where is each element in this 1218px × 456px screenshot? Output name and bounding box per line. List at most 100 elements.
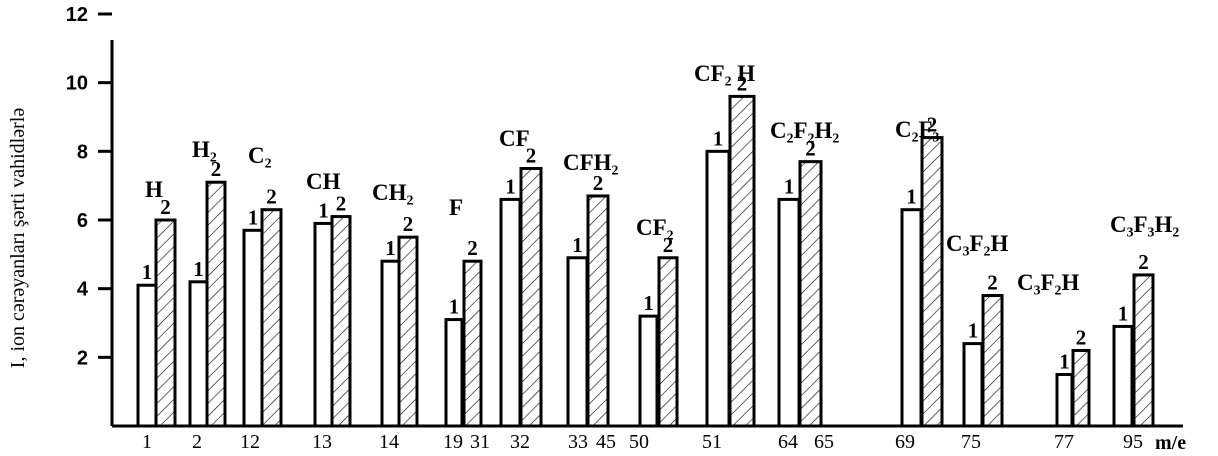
bar-series-1 — [313, 221, 334, 428]
bar-series-label: 2 — [336, 192, 347, 216]
species-label: CH₂ — [372, 180, 414, 205]
bar-series-label: 1 — [318, 198, 329, 222]
bar-series-label: 1 — [142, 260, 153, 284]
x-tick-label: 69 — [895, 431, 915, 453]
bar-series-label: 2 — [160, 195, 171, 219]
y-tick-label: 12 — [66, 4, 88, 26]
species-label: C₃F₃H₂ — [1110, 212, 1179, 237]
bar-series-label: 1 — [449, 295, 460, 319]
bar-series-1 — [380, 259, 401, 428]
bar-series-label: 2 — [403, 212, 414, 236]
x-tick-label: 75 — [961, 431, 981, 453]
y-tick-label: 6 — [77, 210, 88, 232]
bar-series-label: 2 — [927, 113, 938, 137]
bar-series-label: 1 — [643, 291, 654, 315]
x-tick-label: 19 — [443, 431, 463, 453]
bar-series-1 — [188, 280, 209, 428]
bar-series-1 — [1112, 324, 1134, 428]
bar-series-label: 1 — [713, 126, 724, 150]
species-label: C₂F₃ — [895, 117, 940, 142]
bar-series-2 — [205, 180, 227, 428]
bar-series-2 — [981, 294, 1004, 428]
x-tick-label: 13 — [312, 431, 332, 453]
x-axis-label: m/e — [1155, 432, 1186, 454]
bar-series-label: 1 — [505, 174, 516, 198]
bar-series-2 — [798, 160, 823, 428]
bar-series-2 — [728, 94, 756, 428]
bar-series-label: 2 — [1076, 325, 1087, 349]
y-axis-label: I, ion cərəyanları şərti vahidlərlə — [7, 108, 29, 369]
species-label: H — [145, 177, 163, 202]
bar-series-label: 2 — [1138, 250, 1149, 274]
bar-series-label: 1 — [385, 236, 396, 260]
bar-series-label: 1 — [1118, 301, 1129, 325]
species-label: C₃F₂H — [1017, 270, 1079, 295]
species-label: CF — [499, 126, 530, 151]
bar-series-label: 1 — [784, 174, 795, 198]
x-tick-label: 33 — [568, 431, 588, 453]
x-tick-label: 65 — [814, 431, 834, 453]
bar-series-label: 2 — [737, 71, 748, 95]
bar-series-label: 2 — [805, 137, 816, 161]
y-tick-label: 10 — [66, 73, 88, 95]
x-tick-label: 45 — [596, 431, 616, 453]
bar-series-2 — [920, 136, 944, 428]
bar-series-label: 2 — [663, 233, 674, 257]
x-tick-labels: 1 2 12 13 14 19 31 32 33 45 50 51 64 65 69 75 77 95 — [142, 431, 1143, 453]
bar-series-2 — [1071, 348, 1091, 428]
bar-series-2 — [657, 256, 679, 428]
x-tick-label: 31 — [470, 431, 490, 453]
species-label: H₂ — [192, 137, 217, 162]
y-ticks: 2 4 6 8 10 12 — [66, 4, 112, 369]
bar-series-label: 1 — [1059, 350, 1070, 374]
y-tick-label: 4 — [77, 279, 89, 301]
bar-series-2 — [260, 208, 283, 428]
y-tick-label: 2 — [77, 347, 88, 369]
bar-series-label: 1 — [572, 233, 583, 257]
bar-series-2 — [154, 218, 177, 428]
bar-series-2 — [330, 215, 352, 428]
bar-series-label: 1 — [248, 205, 259, 229]
bar-series-1 — [242, 228, 264, 428]
species-label: CH — [306, 169, 341, 194]
x-tick-label: 1 — [142, 431, 152, 453]
species-label: C₃F₂H — [946, 231, 1008, 256]
species-label: CFH₂ — [563, 150, 619, 175]
bar-series-1 — [705, 149, 731, 428]
x-tick-label: 12 — [240, 431, 260, 453]
species-label: C₂F₂H₂ — [770, 118, 839, 143]
bar-series-label: 2 — [266, 185, 277, 209]
x-tick-label: 14 — [379, 431, 399, 453]
y-tick-label: 8 — [77, 141, 88, 163]
bar-series-label: 1 — [968, 319, 979, 343]
bar-series-label: 2 — [987, 271, 998, 295]
bar-series-1 — [444, 318, 464, 428]
bar-series-label: 2 — [526, 144, 537, 168]
x-tick-label: 32 — [510, 431, 530, 453]
species-label: CF₂ — [636, 215, 674, 240]
species-label: F — [449, 195, 463, 220]
bar-series-1 — [1055, 373, 1074, 428]
bar-series-2 — [397, 235, 419, 428]
bar-series-2 — [1132, 273, 1155, 428]
bar-series-2 — [462, 259, 483, 428]
bar-series-1 — [136, 283, 158, 428]
x-tick-label: 64 — [778, 431, 798, 453]
x-tick-label: 2 — [192, 431, 202, 453]
bar-series-label: 1 — [193, 257, 204, 281]
bar-series-1 — [900, 208, 923, 428]
bar-series-1 — [777, 197, 801, 428]
bar-series-1 — [638, 314, 659, 428]
bar-series-2 — [519, 167, 543, 428]
bar-series-1 — [962, 342, 984, 428]
x-tick-label: 50 — [629, 431, 649, 453]
bar-series-label: 2 — [211, 157, 222, 181]
bar-series-label: 1 — [906, 185, 917, 209]
bar-series-label: 2 — [467, 236, 478, 260]
x-tick-label: 77 — [1054, 431, 1074, 453]
species-label: C₂ — [248, 143, 272, 168]
bar-series-1 — [499, 197, 522, 428]
bar-series-2 — [586, 194, 610, 428]
